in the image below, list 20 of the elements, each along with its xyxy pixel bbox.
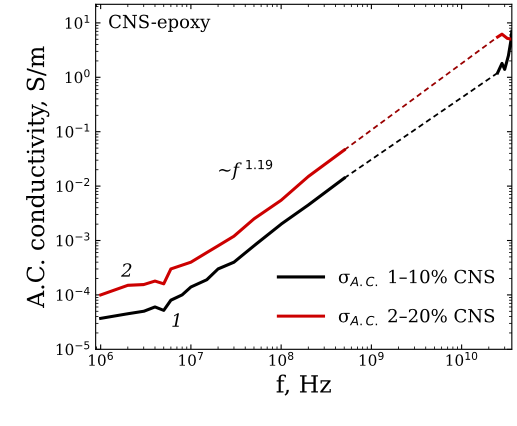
y-tick-label: 10$^{1}$ bbox=[66, 14, 90, 29]
y-tick-label: 10$^{0}$ bbox=[66, 69, 90, 84]
y-tick-label: 10$^{−4}$ bbox=[56, 286, 90, 301]
x-tick-label: 10$^{7}$ bbox=[179, 352, 203, 366]
y-tick-label: 10$^{−5}$ bbox=[56, 341, 90, 356]
legend-label: σ$_{A.C.}$ 1–10% CNS bbox=[338, 270, 494, 286]
x-tick-label: 10$^{9}$ bbox=[360, 352, 384, 366]
y-tick-label: 10$^{−2}$ bbox=[56, 178, 90, 192]
y-axis-title: A.C. conductivity, S/m bbox=[26, 46, 50, 308]
legend-label: σ$_{A.C.}$ 2–20% CNS bbox=[338, 308, 494, 326]
annotation: 1 bbox=[172, 313, 179, 327]
x-tick-label: 10$^{6}$ bbox=[89, 352, 113, 366]
y-tick-label: 10$^{−1}$ bbox=[56, 124, 90, 138]
x-tick-label: 10$^{8}$ bbox=[270, 352, 294, 366]
annotation: CNS-epoxy bbox=[109, 14, 210, 32]
x-tick-label: 10$^{10}$ bbox=[446, 352, 478, 366]
y-tick-label: 10$^{−3}$ bbox=[56, 232, 90, 246]
annotation: 2 bbox=[121, 263, 132, 277]
x-axis-title: f, Hz bbox=[276, 374, 331, 396]
annotation: ~f $^{1.19}$ bbox=[219, 160, 272, 180]
